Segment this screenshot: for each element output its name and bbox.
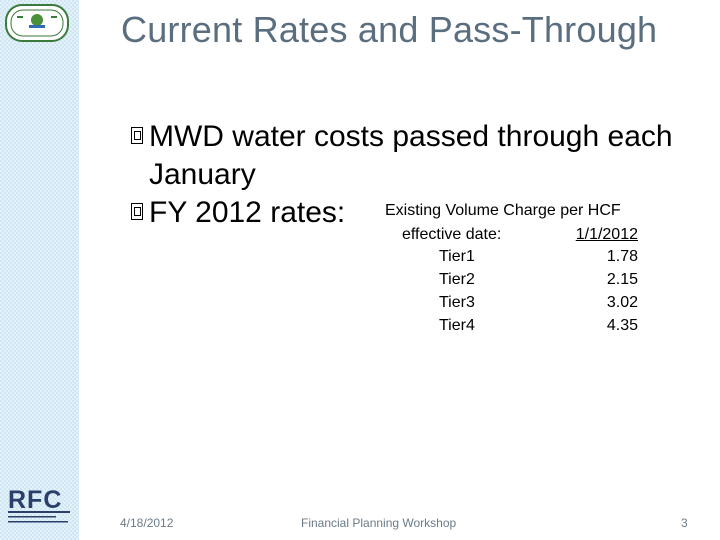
effective-date-label: effective date:: [402, 226, 502, 243]
bullet-text: MWD water costs passed through each Janu…: [149, 120, 673, 191]
effective-date-value: 1/1/2012: [575, 226, 638, 243]
bullet-box-icon: [131, 203, 143, 220]
svg-text:RFC: RFC: [8, 486, 62, 514]
footer-date: 4/18/2012: [120, 516, 174, 530]
tier-value: 4.35: [606, 317, 638, 334]
tier-name: Tier4: [439, 317, 475, 334]
tier-value: 3.02: [606, 294, 638, 311]
table-row: Tier3 3.02: [378, 294, 638, 316]
table-row: Tier2 2.15: [378, 271, 638, 293]
table-row: Tier1 1.78: [378, 248, 638, 270]
table-row: Tier4 4.35: [378, 317, 638, 339]
tier-value: 1.78: [606, 248, 638, 265]
sidebar-pattern: RFC: [0, 0, 79, 540]
bullet-list: MWD water costs passed through each Janu…: [131, 118, 691, 232]
bullet-item: FY 2012 rates:: [131, 194, 691, 232]
tier-value: 2.15: [606, 271, 638, 288]
rates-heading: Existing Volume Charge per HCF: [385, 202, 621, 219]
slide-title: Current Rates and Pass-Through: [121, 9, 658, 50]
tier-name: Tier3: [439, 294, 475, 311]
bullet-box-icon: [131, 127, 143, 144]
page-number: 3: [681, 516, 688, 530]
bullet-text: FY 2012 rates:: [149, 196, 346, 229]
tier-name: Tier1: [439, 248, 475, 265]
district-logo: [5, 4, 69, 42]
bullet-item: MWD water costs passed through each Janu…: [131, 118, 691, 194]
rfc-logo: RFC: [8, 486, 70, 523]
footer-title: Financial Planning Workshop: [301, 516, 457, 530]
tier-name: Tier2: [439, 271, 475, 288]
